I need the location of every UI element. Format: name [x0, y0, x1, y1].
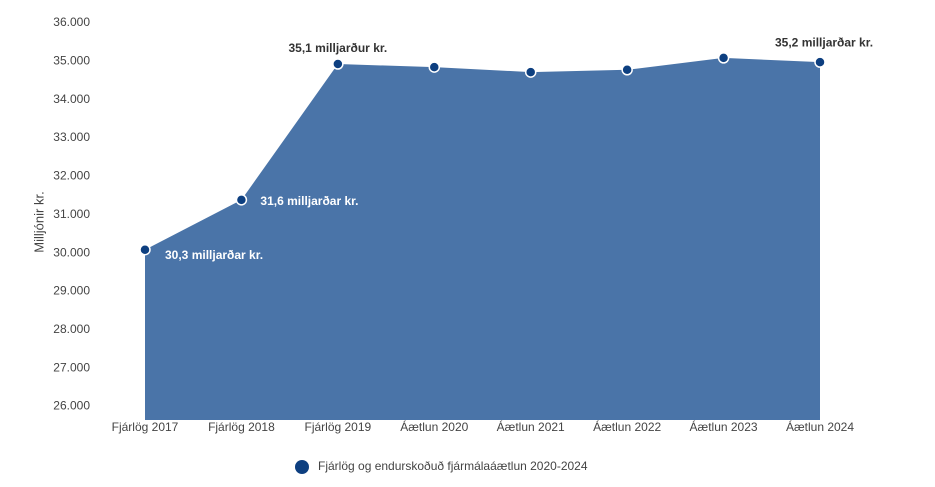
annotation: 35,1 milljarður kr.	[288, 41, 387, 55]
point	[621, 64, 633, 76]
y-tick-label: 31.000	[53, 207, 90, 221]
x-tick-label: Áætlun 2022	[593, 419, 661, 434]
x-tick-label: Fjárlög 2017	[112, 420, 179, 434]
point	[139, 243, 151, 256]
y-axis-title: Milljónir kr.	[31, 191, 46, 252]
y-tick-label: 32.000	[53, 169, 90, 183]
y-tick-label: 36.000	[53, 15, 90, 29]
y-tick-label: 34.000	[53, 92, 90, 106]
y-tick-label: 28.000	[53, 322, 90, 336]
legend-marker	[295, 460, 309, 474]
point	[235, 194, 248, 206]
x-tick-label: Fjárlög 2019	[304, 420, 371, 434]
y-tick-label: 26.000	[53, 399, 90, 413]
annotation: 30,3 milljarðar kr.	[165, 248, 263, 262]
point	[332, 58, 344, 70]
point	[814, 56, 826, 68]
annotation: 31,6 milljarðar kr.	[260, 194, 358, 208]
annotation: 35,2 milljarðar kr.	[775, 35, 873, 49]
y-tick-label: 30.000	[53, 245, 90, 259]
x-tick-label: Áætlun 2023	[690, 419, 758, 434]
area	[145, 57, 820, 421]
y-tick-label: 35.000	[53, 54, 90, 68]
x-tick-label: Áætlun 2021	[497, 419, 565, 434]
point	[524, 66, 537, 78]
point	[428, 61, 441, 73]
x-tick-label: Áætlun 2024	[786, 419, 854, 434]
y-tick-label: 29.000	[53, 284, 90, 298]
x-tick-label: Fjárlög 2018	[208, 420, 275, 434]
point	[717, 52, 730, 64]
y-tick-label: 33.000	[53, 130, 90, 144]
y-tick-label: 27.000	[53, 360, 90, 374]
x-tick-label: Áætlun 2020	[400, 419, 468, 434]
legend-label: Fjárlög og endurskoðuð fjármálaáætlun 20…	[318, 459, 588, 473]
